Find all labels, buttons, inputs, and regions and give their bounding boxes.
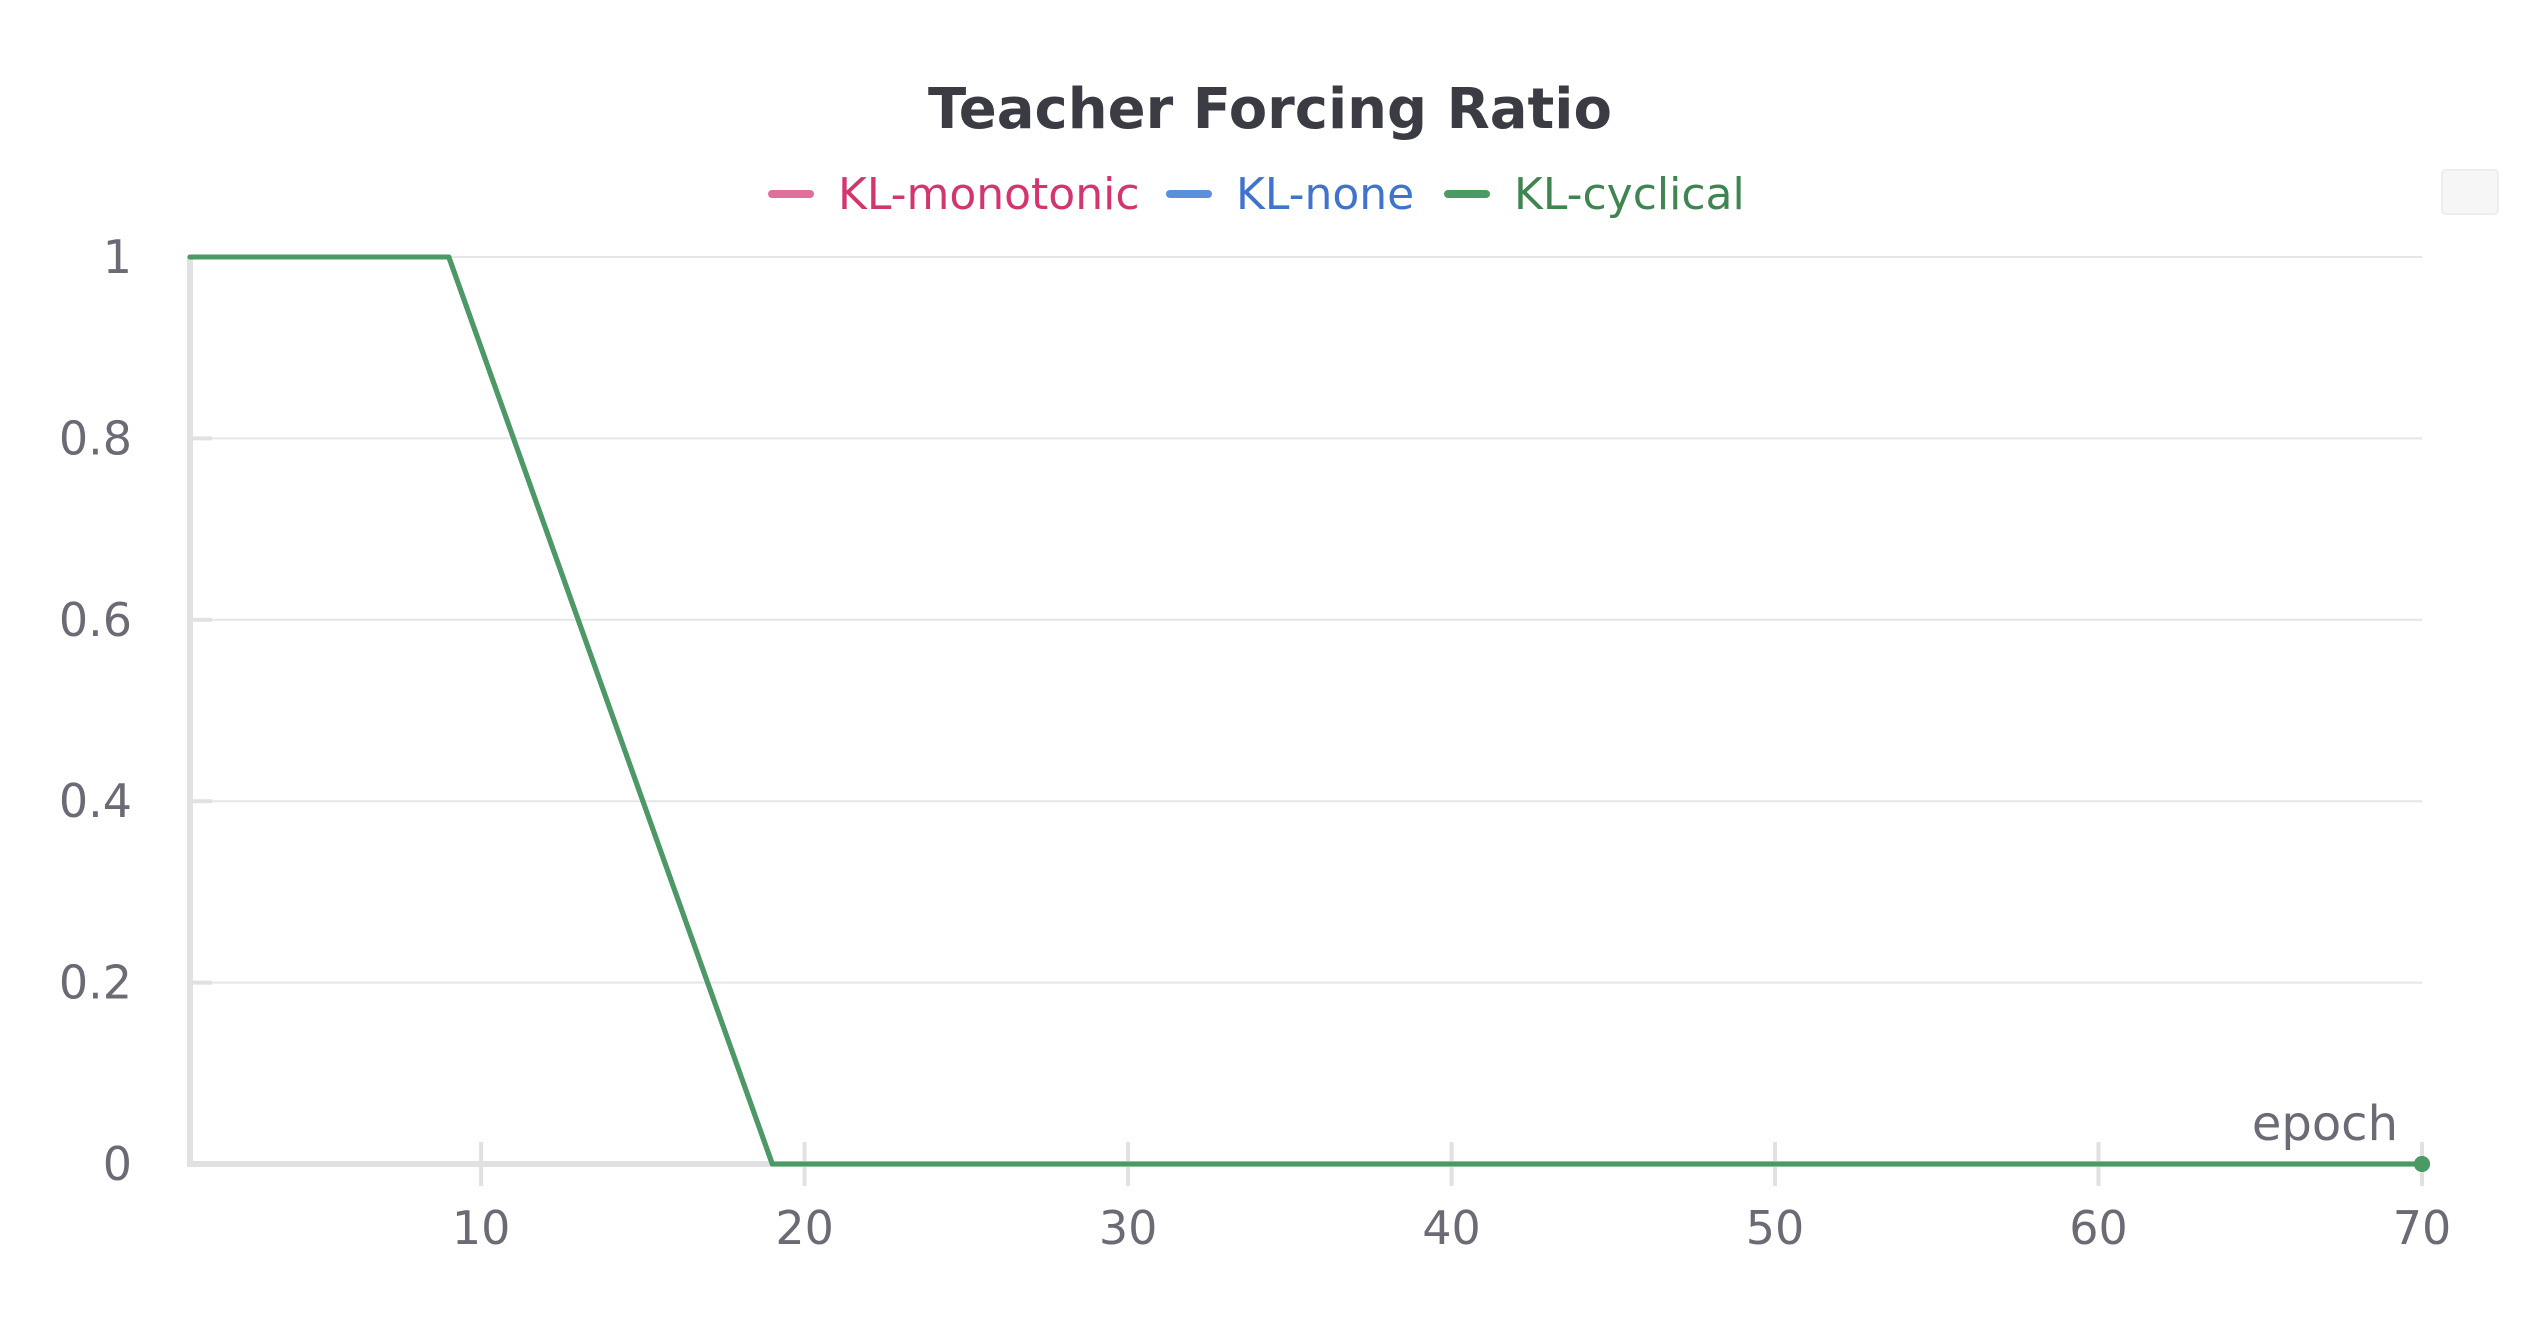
legend-label: KL-cyclical (1514, 169, 1745, 220)
data-point[interactable] (2414, 1156, 2430, 1172)
y-tick-label: 0.6 (59, 593, 132, 647)
series-lines (187, 254, 2430, 1172)
y-tick-label: 0 (103, 1137, 132, 1191)
chart-title: Teacher Forcing Ratio (928, 77, 1612, 142)
axes (187, 255, 2422, 1167)
grid-lines (190, 256, 2422, 984)
x-axis-title: epoch (2252, 1096, 2398, 1152)
x-axis-ticks: 10 20 30 40 50 60 70 (452, 1142, 2451, 1255)
x-tick-label: 30 (1099, 1201, 1158, 1255)
panel-corner-control[interactable] (2441, 169, 2499, 215)
legend: KL-monotonic KL-none KL-cyclical (768, 169, 1745, 220)
series-line-kl-monotonic[interactable] (187, 254, 2425, 1167)
x-tick-label: 70 (2393, 1201, 2452, 1255)
series-line-kl-cyclical[interactable] (187, 254, 2425, 1167)
y-tick-label: 0.2 (59, 956, 132, 1010)
legend-item-kl-monotonic[interactable]: KL-monotonic (768, 169, 1140, 220)
series-line-kl-none[interactable] (187, 254, 2425, 1167)
legend-label: KL-none (1236, 169, 1414, 220)
legend-item-kl-cyclical[interactable]: KL-cyclical (1444, 169, 1745, 220)
legend-label: KL-monotonic (838, 169, 1140, 220)
x-tick-label: 40 (1422, 1201, 1481, 1255)
y-tick-label: 0.8 (59, 411, 132, 465)
y-tick-label: 1 (103, 230, 132, 284)
y-axis-ticks: 0 0.2 0.4 0.6 0.8 1 (59, 230, 132, 1191)
x-tick-label: 50 (1746, 1201, 1805, 1255)
x-tick-label: 20 (775, 1201, 834, 1255)
legend-item-kl-none[interactable]: KL-none (1166, 169, 1414, 220)
y-tick-label: 0.4 (59, 774, 132, 828)
x-tick-label: 10 (452, 1201, 511, 1255)
x-tick-label: 60 (2069, 1201, 2128, 1255)
